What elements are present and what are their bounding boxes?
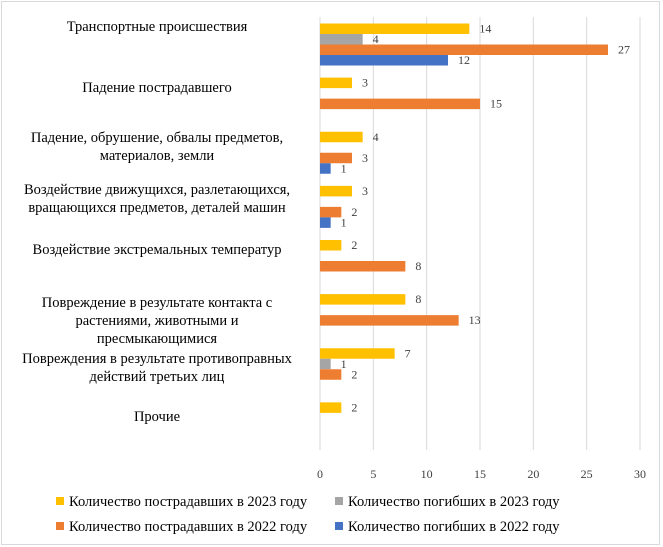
data-label: 8 (415, 292, 421, 306)
bar (320, 77, 352, 89)
bar (320, 34, 363, 45)
category-label: Прочие (134, 409, 180, 425)
data-label: 2 (351, 238, 357, 252)
category-label: вращающихся предметов, деталей машин (28, 200, 286, 216)
legend-label: Количество погибших в 2022 году (348, 519, 560, 535)
category-label: Транспортные происшествия (67, 19, 248, 35)
bar (320, 185, 352, 197)
category-label: пресмыкающимися (97, 331, 218, 347)
legend-swatch (335, 497, 343, 505)
category-labels: Транспортные происшествия Падение пострад… (22, 19, 292, 425)
data-label: 8 (415, 259, 421, 273)
data-label: 1 (341, 357, 347, 371)
category-label: действий третьих лиц (90, 369, 225, 385)
data-label: 15 (490, 97, 502, 111)
data-label: 1 (341, 161, 347, 175)
category-label: материалов, земли (100, 148, 215, 164)
x-tick-label: 20 (527, 467, 539, 481)
bars (320, 23, 608, 413)
bar (320, 358, 331, 370)
data-label: 4 (373, 130, 379, 144)
bar (320, 152, 352, 164)
data-label: 2 (351, 367, 357, 381)
x-tick-label: 30 (634, 467, 646, 481)
bar (320, 369, 342, 380)
category-label: Падение пострадавшего (82, 80, 231, 96)
data-label: 1 (341, 215, 347, 229)
x-tick-label: 15 (474, 467, 486, 481)
data-label: 14 (479, 22, 491, 36)
x-tick-label: 0 (317, 467, 323, 481)
category-label: Воздействие движущихся, разлетающихся, (24, 182, 290, 198)
bar (320, 294, 406, 305)
bar (320, 163, 331, 174)
legend: Количество пострадавших в 2023 году Колич… (56, 494, 560, 535)
bar (320, 206, 342, 218)
bar (320, 240, 342, 251)
data-label: 2 (351, 400, 357, 414)
data-label: 2 (351, 205, 357, 219)
category-label: Повреждения в результате противоправных (22, 351, 292, 367)
x-tick-label: 5 (370, 467, 376, 481)
bar (320, 348, 395, 359)
data-label: 3 (362, 184, 368, 198)
category-label: Повреждение в результате контакта с (42, 295, 272, 311)
legend-label: Количество пострадавших в 2023 году (69, 494, 308, 510)
bar (320, 98, 480, 110)
category-label: Воздействие экстремальных температур (33, 242, 282, 258)
bar (320, 315, 459, 326)
category-label: растениями, животными и (75, 313, 238, 329)
data-label: 12 (458, 53, 470, 67)
legend-swatch (56, 497, 64, 505)
bar (320, 23, 470, 34)
legend-swatch (56, 522, 64, 530)
legend-swatch (335, 522, 343, 530)
bar (320, 261, 406, 272)
data-label: 13 (469, 313, 481, 327)
bar (320, 217, 331, 228)
category-label: Падение, обрушение, обвалы предметов, (31, 130, 283, 146)
bar (320, 402, 342, 413)
data-label: 3 (362, 151, 368, 165)
bar (320, 131, 363, 143)
data-label: 4 (373, 32, 379, 46)
x-tick-label: 10 (421, 467, 433, 481)
data-label: 27 (618, 43, 630, 57)
legend-label: Количество пострадавших в 2022 году (69, 519, 308, 535)
bar (320, 44, 608, 55)
grid-lines (319, 17, 641, 450)
x-tick-labels: 0 5 10 15 20 25 30 (317, 467, 646, 481)
legend-label: Количество погибших в 2023 году (348, 494, 560, 510)
x-tick-label: 25 (581, 467, 593, 481)
data-label: 3 (362, 76, 368, 90)
bar (320, 55, 448, 66)
data-label: 7 (405, 346, 411, 360)
